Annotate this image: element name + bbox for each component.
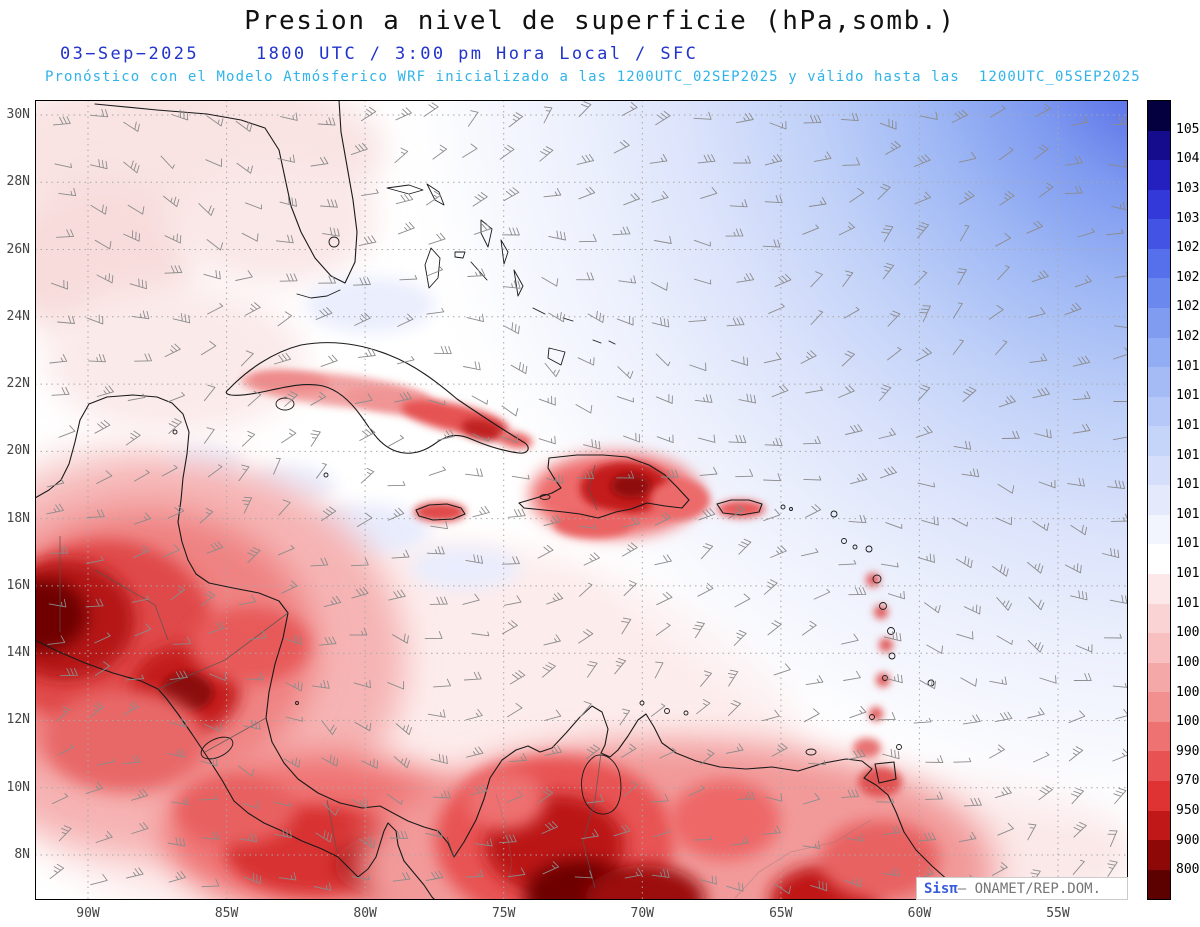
date-label: 03−Sep−2025 [60, 44, 199, 64]
colorbar-segment [1148, 514, 1170, 545]
colorbar-segment [1148, 337, 1170, 368]
colorbar-segment [1148, 307, 1170, 338]
plot-area: 1050 1040 1035 1030 1028 1025 1022 1020 1019 1018… [0, 100, 1200, 927]
colorbar-label: 1008 [1176, 625, 1200, 641]
colorbar-label: 1028 [1176, 240, 1200, 256]
lon-axis-label: 65W [769, 906, 793, 921]
colorbar-segment [1148, 840, 1170, 870]
pressure-shading [35, 100, 1128, 900]
colorbar-label: 950 [1176, 803, 1200, 819]
model-info-label: Pronóstico con el Modelo Atmósferico WRF… [45, 69, 1141, 85]
colorbar-label: 1022 [1176, 299, 1200, 315]
colorbar-label: 1016 [1176, 447, 1200, 463]
colorbar-label: 1006 [1176, 654, 1200, 670]
colorbar-label: 1014 [1176, 506, 1200, 522]
colorbar-segment [1148, 544, 1170, 574]
colorbar-label: 1025 [1176, 269, 1200, 285]
pressure-colorbar [1147, 100, 1171, 900]
lat-axis-label: 20N [6, 443, 30, 459]
colorbar-label: 1050 [1176, 121, 1200, 137]
lon-axis-label: 80W [353, 906, 377, 921]
colorbar-label: 1019 [1176, 358, 1200, 374]
colorbar-segment [1148, 780, 1170, 811]
colorbar-label: 800 [1176, 862, 1200, 878]
lat-axis-label: 10N [6, 779, 30, 795]
colorbar-label: 1013 [1176, 536, 1200, 552]
colorbar-segment [1148, 219, 1170, 249]
map-frame [35, 100, 1128, 900]
colorbar-segment [1148, 248, 1170, 279]
lat-axis-label: 18N [6, 510, 30, 526]
lon-axis-label: 85W [214, 906, 239, 921]
lon-axis-label: 55W [1046, 906, 1070, 921]
colorbar-label: 1035 [1176, 180, 1200, 196]
colorbar-label: 970 [1176, 773, 1200, 789]
colorbar-segment [1148, 367, 1170, 397]
colorbar-segment [1148, 130, 1170, 161]
colorbar-segment [1148, 278, 1170, 308]
colorbar-label: 1010 [1176, 595, 1200, 611]
watermark-attribution: — ONAMET/REP.DOM. [957, 880, 1102, 897]
colorbar-label: 1002 [1176, 684, 1200, 700]
colorbar-label: 1040 [1176, 151, 1200, 167]
lat-axis-label: 16N [6, 577, 30, 593]
colorbar-segment [1148, 426, 1170, 456]
colorbar-segment [1148, 869, 1170, 900]
map-border [35, 100, 1128, 900]
lat-axis-label: 26N [6, 241, 30, 257]
colorbar-label: 990 [1176, 743, 1200, 759]
lat-axis-label: 14N [6, 645, 30, 661]
colorbar-segment [1148, 160, 1170, 190]
colorbar-segment [1148, 751, 1170, 781]
map-canvas [35, 100, 1128, 900]
colorbar-labels: 1050 1040 1035 1030 1028 1025 1022 1020 1019 1018… [1176, 100, 1200, 900]
colorbar-label: 900 [1176, 832, 1200, 848]
lat-axis-label: 24N [6, 308, 30, 324]
colorbar-segment [1148, 633, 1170, 663]
colorbar-label: 1000 [1176, 714, 1200, 730]
coastlines [35, 100, 972, 900]
colorbar-label: 1020 [1176, 329, 1200, 345]
watermark-brand: Sisπ [924, 880, 958, 897]
colorbar-segment [1148, 101, 1170, 131]
colorbar-label: 1018 [1176, 388, 1200, 404]
valid-time-label: 1800 UTC / 3:00 pm Hora Local / SFC [256, 44, 699, 64]
lon-axis-label: 60W [907, 906, 932, 921]
colorbar-segment [1148, 692, 1170, 722]
lat-axis-label: 30N [6, 107, 30, 122]
colorbar-label: 1012 [1176, 566, 1200, 582]
colorbar-segment [1148, 485, 1170, 515]
country-borders [59, 464, 872, 900]
colorbar-segment [1148, 603, 1170, 634]
lat-axis-label: 8N [14, 847, 30, 862]
colorbar-segment [1148, 574, 1170, 604]
wind-barbs [46, 101, 1128, 895]
colorbar-label: 1015 [1176, 477, 1200, 493]
colorbar-segment [1148, 721, 1170, 752]
colorbar-label: 1030 [1176, 210, 1200, 226]
page-title: Presion a nivel de superficie (hPa,somb.… [244, 6, 956, 36]
colorbar-segment [1148, 396, 1170, 427]
lon-axis-label: 75W [491, 906, 516, 921]
lat-axis-label: 28N [6, 174, 30, 190]
lat-axis-label: 22N [6, 376, 30, 392]
colorbar-label: 1017 [1176, 417, 1200, 433]
colorbar-segment [1148, 455, 1170, 486]
colorbar-segment [1148, 810, 1170, 841]
colorbar-segment [1148, 189, 1170, 220]
colorbar-segment [1148, 662, 1170, 693]
lon-axis-label: 90W [76, 906, 100, 921]
lon-axis-label: 70W [630, 906, 655, 921]
lat-axis-label: 12N [6, 712, 30, 728]
watermark: Sisπ — ONAMET/REP.DOM. [916, 877, 1128, 900]
